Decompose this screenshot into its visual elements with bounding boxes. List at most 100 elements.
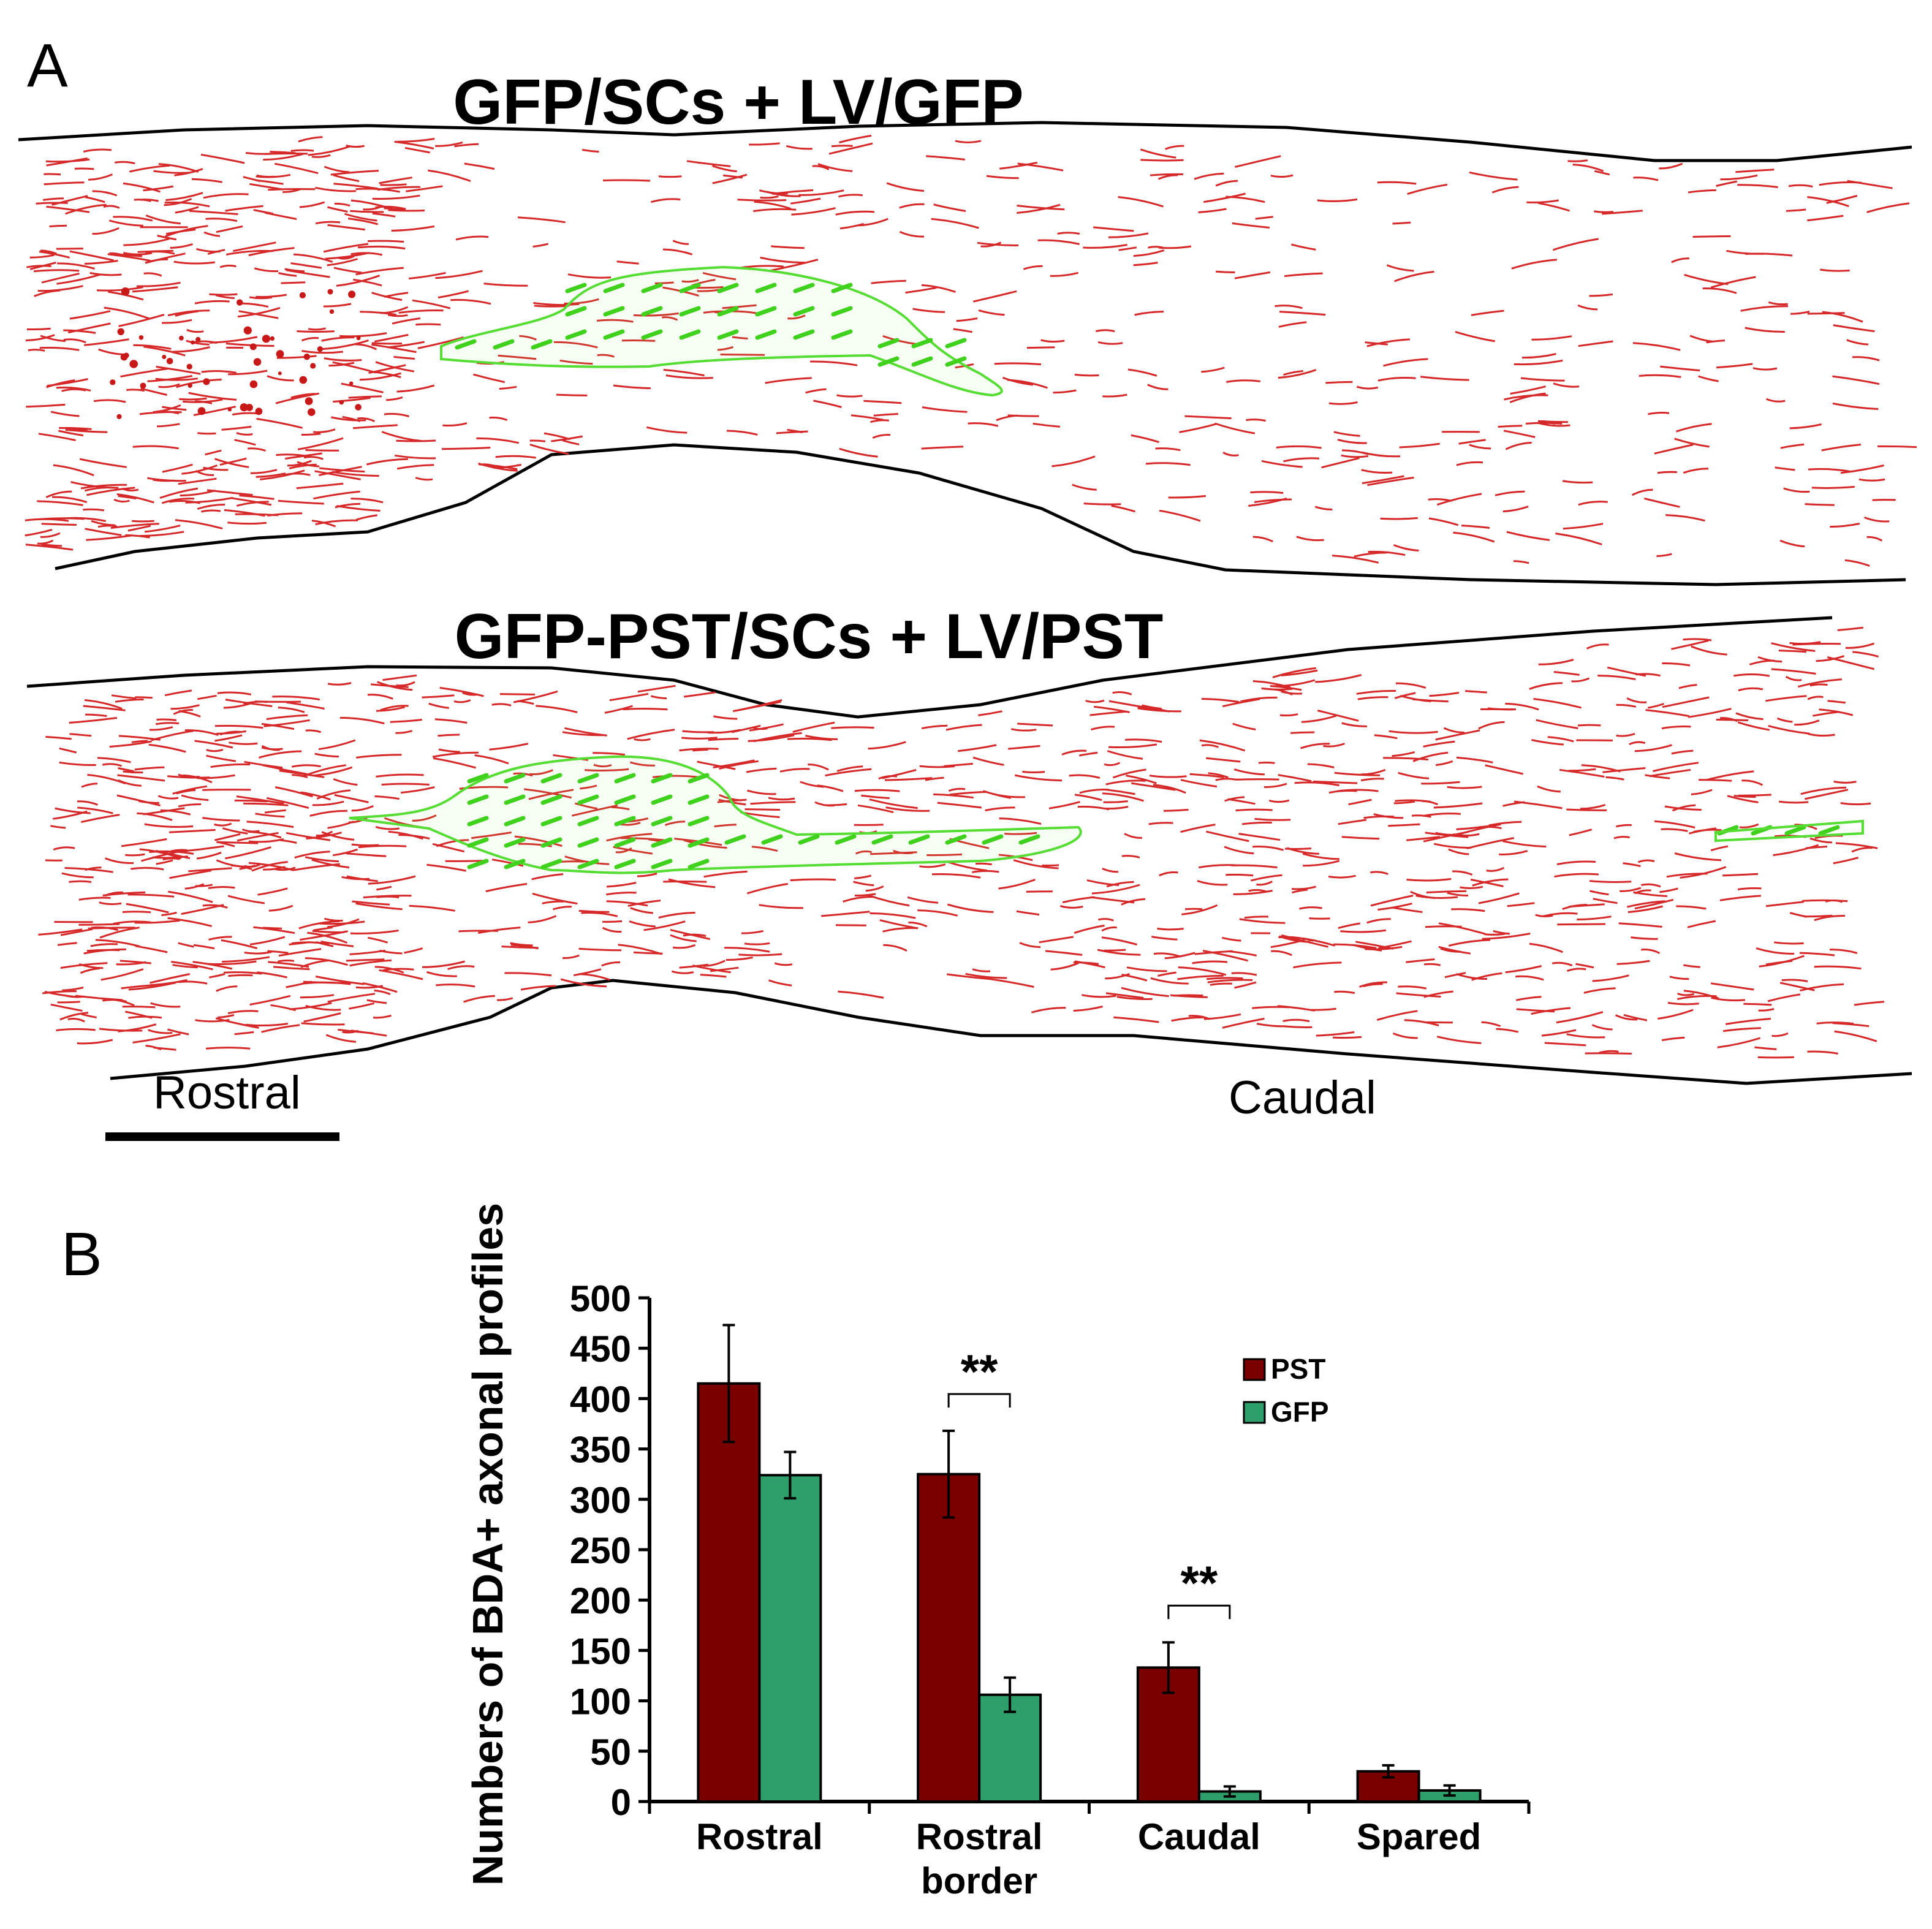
axon-trace: [1228, 950, 1257, 957]
axon-trace: [1711, 996, 1746, 1002]
axon-trace: [1340, 929, 1387, 933]
axon-trace: [552, 906, 572, 911]
axon-trace: [1199, 739, 1246, 752]
axon-trace: [156, 850, 191, 860]
axon-trace: [683, 933, 707, 937]
axon-trace: [746, 767, 777, 773]
axon-trace: [559, 359, 593, 365]
axon-trace: [1321, 457, 1360, 469]
axon-trace: [1594, 210, 1614, 213]
bar-gfp: [758, 1474, 822, 1803]
axon-trace: [188, 867, 232, 873]
axon-trace: [1436, 760, 1453, 767]
axon-trace: [1502, 506, 1529, 513]
axon-trace: [1395, 682, 1426, 689]
axon-trace: [1557, 923, 1606, 926]
axon-trace: [517, 216, 566, 224]
axon-trace: [1365, 946, 1403, 950]
axon-trace: [250, 469, 278, 474]
graft-cell: [641, 282, 663, 294]
axon-trace: [93, 399, 126, 403]
axon-trace: [327, 258, 358, 267]
axon-trace: [123, 182, 161, 193]
graft-cell: [688, 773, 710, 784]
axon-trace: [580, 784, 597, 790]
axon-trace: [1376, 1010, 1418, 1021]
axon-trace: [102, 999, 127, 1002]
y-tick-label: 250: [570, 1530, 631, 1571]
axon-trace: [149, 726, 173, 731]
axon-trace: [111, 694, 137, 700]
axon-punctum: [339, 400, 344, 405]
axon-trace: [965, 972, 1007, 979]
axon-trace: [1328, 874, 1356, 879]
legend-label-pst: PST: [1271, 1353, 1325, 1385]
axon-trace: [268, 188, 316, 191]
axon-trace: [1089, 710, 1126, 716]
axon-trace: [214, 822, 232, 827]
axon-trace: [945, 724, 982, 731]
axon-trace: [499, 385, 517, 390]
axon-trace: [1654, 820, 1695, 828]
axon-trace: [227, 1010, 259, 1015]
axon-trace: [1448, 848, 1469, 855]
axon-trace: [40, 249, 57, 255]
axon-trace: [985, 806, 1015, 812]
axon-trace: [255, 813, 285, 818]
axon-trace: [1807, 196, 1849, 208]
axon-trace: [301, 1022, 345, 1026]
axon-trace: [380, 705, 409, 711]
axon-trace: [91, 520, 116, 526]
axon-trace: [771, 245, 805, 249]
axon-trace: [84, 699, 123, 710]
axon-trace: [1566, 968, 1586, 972]
axon-trace: [1388, 730, 1438, 734]
bottom-tract-drawing: [26, 616, 1912, 1085]
axon-trace: [1395, 799, 1431, 803]
graft-cell: [877, 356, 900, 367]
axon-trace: [700, 974, 727, 978]
axon-trace: [147, 477, 186, 482]
axon-trace: [1270, 174, 1294, 178]
axon-trace: [999, 817, 1042, 825]
axon-trace: [140, 387, 167, 396]
axon-trace: [1571, 677, 1590, 683]
axon-trace: [1626, 697, 1647, 703]
axon-trace: [455, 235, 489, 241]
axon-trace: [1547, 736, 1574, 743]
axon-trace: [882, 335, 917, 346]
axon-trace: [137, 812, 173, 821]
axon-punctum: [317, 346, 323, 352]
axon-trace: [744, 808, 780, 811]
axon-trace: [373, 1014, 392, 1019]
axon-trace: [289, 941, 310, 946]
axon-trace: [228, 370, 268, 376]
axon-trace: [1683, 468, 1709, 474]
axon-trace: [1233, 768, 1265, 776]
axon-trace: [1499, 850, 1528, 855]
axon-trace: [1177, 974, 1224, 980]
axon-trace: [145, 252, 186, 264]
axon-trace: [202, 817, 240, 822]
axon-trace: [1207, 979, 1253, 983]
axon-trace: [1042, 864, 1059, 867]
axon-punctum: [355, 404, 362, 411]
axon-trace: [1168, 495, 1207, 499]
axon-trace: [83, 148, 112, 153]
axon-trace: [131, 866, 164, 871]
axon-trace: [278, 272, 297, 277]
axon-trace: [1031, 1007, 1066, 1014]
axon-trace: [454, 143, 479, 148]
axon-trace: [1789, 912, 1807, 918]
axon-trace: [1140, 148, 1176, 159]
axon-trace: [169, 828, 216, 833]
axon-trace: [629, 920, 656, 928]
bar-pst: [697, 1382, 761, 1803]
axon-trace: [968, 422, 999, 427]
top-tract-upper-outline: [18, 121, 1912, 162]
graft-cell: [911, 338, 933, 349]
axon-trace: [1529, 682, 1563, 690]
axon-trace: [83, 705, 126, 711]
axon-trace: [176, 789, 196, 795]
axon-trace: [254, 267, 279, 273]
